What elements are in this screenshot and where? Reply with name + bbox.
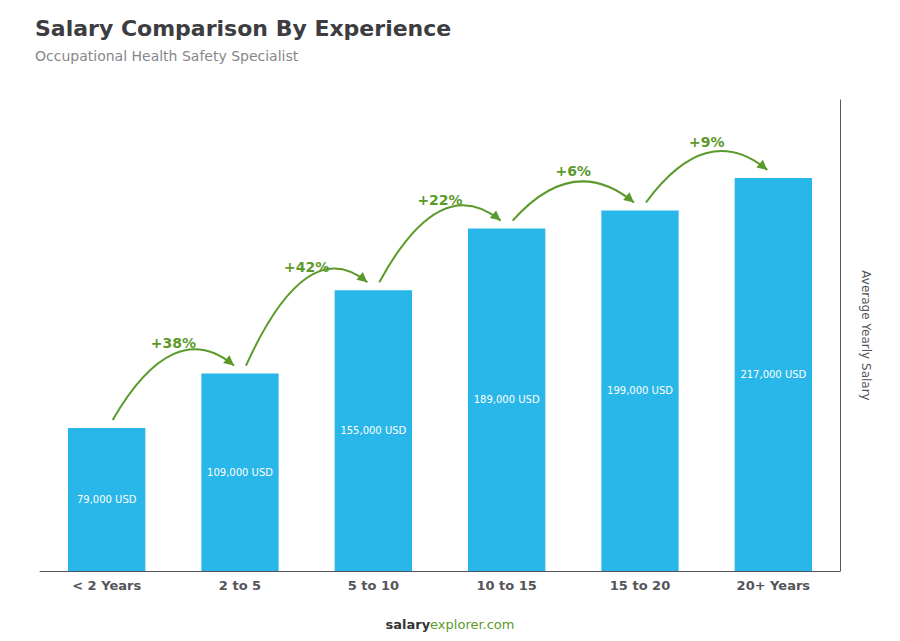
svg-text:+9%: +9% [689, 134, 725, 150]
svg-text:+38%: +38% [151, 335, 196, 351]
svg-text:109,000 USD: 109,000 USD [207, 467, 273, 478]
svg-text:79,000 USD: 79,000 USD [77, 494, 137, 505]
svg-text:15 to 20: 15 to 20 [610, 578, 670, 593]
svg-text:salary: salary [385, 617, 430, 632]
svg-text:< 2 Years: < 2 Years [72, 578, 141, 593]
svg-text:+42%: +42% [284, 259, 329, 275]
svg-text:10 to 15: 10 to 15 [476, 578, 536, 593]
svg-text:20+ Years: 20+ Years [737, 578, 811, 593]
svg-text:explorer.com: explorer.com [430, 617, 514, 632]
svg-text:Average Yearly Salary: Average Yearly Salary [859, 270, 873, 400]
svg-text:Occupational Health Safety Spe: Occupational Health Safety Specialist [35, 48, 299, 64]
svg-text:199,000 USD: 199,000 USD [607, 385, 673, 396]
svg-text:5 to 10: 5 to 10 [348, 578, 399, 593]
svg-text:217,000 USD: 217,000 USD [740, 369, 806, 380]
svg-text:2 to 5: 2 to 5 [219, 578, 261, 593]
svg-text:Salary Comparison By Experienc: Salary Comparison By Experience [35, 16, 451, 41]
svg-text:+22%: +22% [417, 192, 462, 208]
svg-text:155,000 USD: 155,000 USD [340, 425, 406, 436]
svg-text:+6%: +6% [556, 163, 592, 179]
svg-text:189,000 USD: 189,000 USD [474, 394, 540, 405]
